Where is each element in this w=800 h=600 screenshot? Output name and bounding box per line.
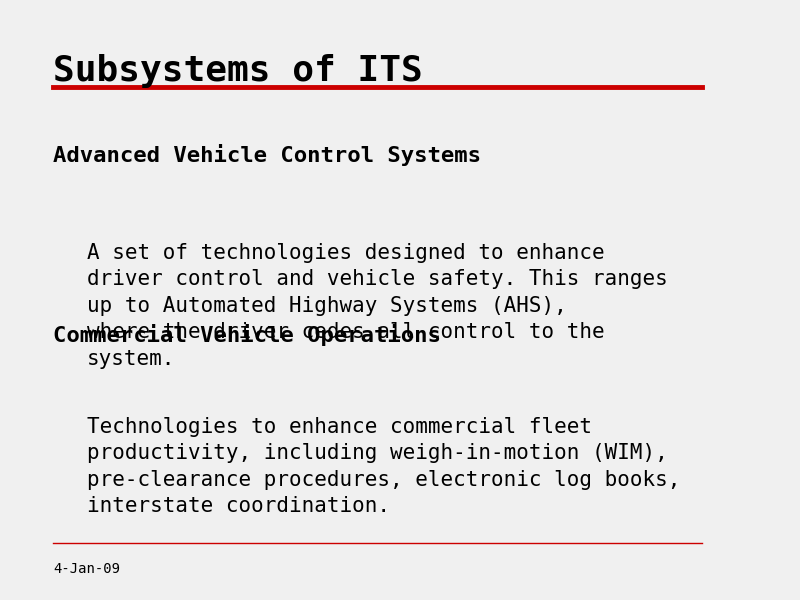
- Text: Technologies to enhance commercial fleet
productivity, including weigh-in-motion: Technologies to enhance commercial fleet…: [87, 417, 680, 516]
- Text: A set of technologies designed to enhance
driver control and vehicle safety. Thi: A set of technologies designed to enhanc…: [87, 243, 668, 368]
- Text: Commercial Vehicle Operations: Commercial Vehicle Operations: [53, 324, 441, 346]
- Text: Subsystems of ITS: Subsystems of ITS: [53, 54, 422, 88]
- Text: 4-Jan-09: 4-Jan-09: [53, 562, 120, 576]
- Text: Advanced Vehicle Control Systems: Advanced Vehicle Control Systems: [53, 144, 481, 166]
